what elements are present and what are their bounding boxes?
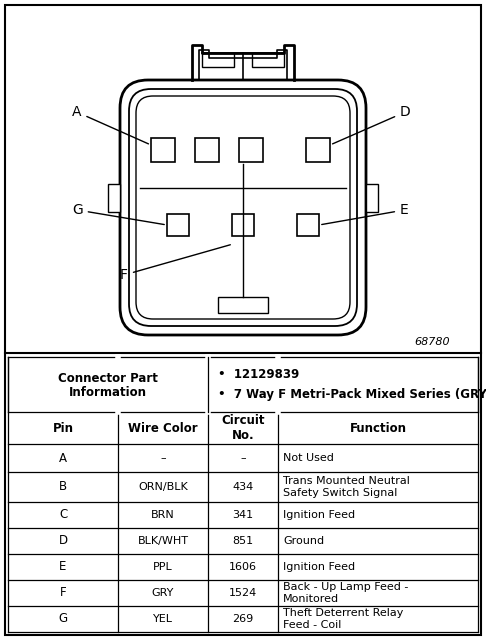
Text: –: – [160,453,166,463]
Text: Function: Function [349,422,406,435]
Text: GRY: GRY [152,588,174,598]
Text: –: – [240,453,246,463]
Text: Not Used: Not Used [283,453,334,463]
Text: 269: 269 [232,614,254,624]
Text: D: D [58,534,68,547]
Bar [297,214,319,236]
Bar [239,138,263,162]
Text: F: F [60,586,66,600]
Text: E: E [59,561,67,573]
Text: ORN/BLK: ORN/BLK [138,482,188,492]
Text: Information: Information [69,386,147,399]
Text: 434: 434 [232,482,254,492]
Text: 1606: 1606 [229,562,257,572]
FancyBboxPatch shape [136,96,350,319]
Text: Ignition Feed: Ignition Feed [283,510,355,520]
Text: A: A [72,105,148,144]
Text: Circuit
No.: Circuit No. [221,414,265,442]
Text: F: F [120,244,230,282]
Text: YEL: YEL [153,614,173,624]
Bar [202,53,234,67]
Text: A: A [59,451,67,465]
Bar [218,297,268,313]
Bar [167,214,189,236]
Text: 851: 851 [232,536,254,546]
Text: •  12129839: • 12129839 [218,368,299,381]
FancyBboxPatch shape [120,80,366,335]
Text: BLK/WHT: BLK/WHT [138,536,189,546]
Bar [108,184,120,211]
Text: PPL: PPL [153,562,173,572]
Bar [232,214,254,236]
Text: D: D [332,105,411,144]
Text: •  7 Way F Metri-Pack Mixed Series (GRY): • 7 Way F Metri-Pack Mixed Series (GRY) [218,388,486,401]
Text: Wire Color: Wire Color [128,422,198,435]
Bar [306,138,330,162]
Text: G: G [72,203,164,225]
Text: C: C [59,509,67,522]
Text: G: G [58,612,68,625]
Text: Back - Up Lamp Feed -
Monitored: Back - Up Lamp Feed - Monitored [283,582,408,604]
Bar [252,53,284,67]
Bar [366,184,378,211]
Text: 341: 341 [232,510,254,520]
Bar [195,138,219,162]
Text: BRN: BRN [151,510,175,520]
Text: B: B [59,481,67,493]
Text: 1524: 1524 [229,588,257,598]
Text: 68780: 68780 [415,337,450,347]
Text: Ground: Ground [283,536,324,546]
Text: Trans Mounted Neutral
Safety Switch Signal: Trans Mounted Neutral Safety Switch Sign… [283,476,410,498]
Text: Pin: Pin [52,422,73,435]
Text: E: E [322,203,409,225]
Bar [151,138,175,162]
Text: Connector Part: Connector Part [58,372,158,385]
Text: Ignition Feed: Ignition Feed [283,562,355,572]
Text: Theft Deterrent Relay
Feed - Coil: Theft Deterrent Relay Feed - Coil [283,608,403,630]
FancyBboxPatch shape [129,89,357,326]
